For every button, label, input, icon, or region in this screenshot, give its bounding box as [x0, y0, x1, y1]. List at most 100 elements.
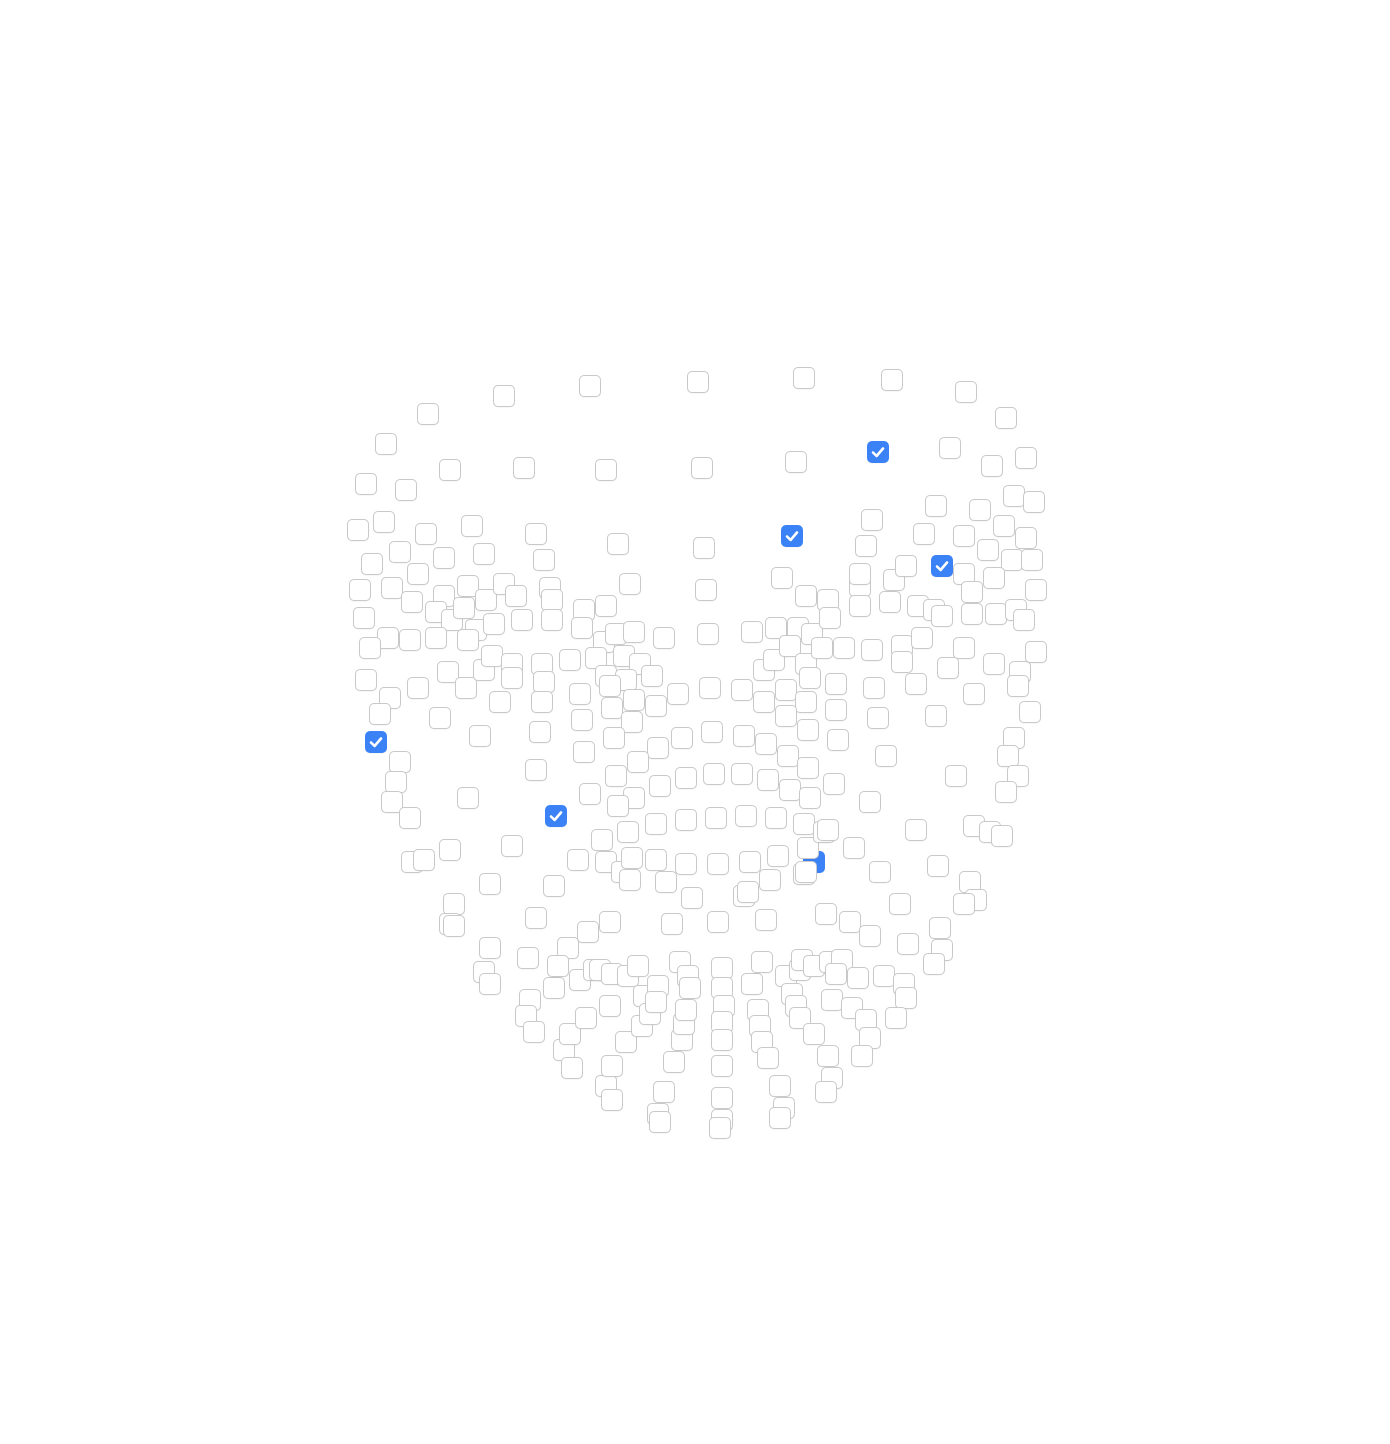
checkbox[interactable] — [453, 597, 475, 619]
checkbox[interactable] — [399, 807, 421, 829]
checkbox[interactable] — [767, 845, 789, 867]
checkbox[interactable] — [701, 721, 723, 743]
checkbox[interactable] — [703, 763, 725, 785]
checkbox[interactable] — [361, 553, 383, 575]
checkbox[interactable] — [775, 705, 797, 727]
checkbox[interactable] — [389, 541, 411, 563]
checkbox[interactable] — [827, 729, 849, 751]
checkbox[interactable] — [693, 537, 715, 559]
checkbox-checked[interactable] — [931, 555, 953, 577]
checkbox[interactable] — [599, 675, 621, 697]
checkbox[interactable] — [525, 523, 547, 545]
checkbox[interactable] — [993, 515, 1015, 537]
checkbox[interactable] — [983, 567, 1005, 589]
checkbox[interactable] — [797, 719, 819, 741]
checkbox[interactable] — [355, 473, 377, 495]
checkbox[interactable] — [731, 763, 753, 785]
checkbox[interactable] — [707, 911, 729, 933]
checkbox[interactable] — [953, 893, 975, 915]
checkbox[interactable] — [847, 967, 869, 989]
checkbox[interactable] — [985, 603, 1007, 625]
checkbox[interactable] — [753, 691, 775, 713]
checkbox[interactable] — [483, 613, 505, 635]
checkbox[interactable] — [407, 677, 429, 699]
checkbox[interactable] — [775, 679, 797, 701]
checkbox[interactable] — [895, 555, 917, 577]
checkbox[interactable] — [815, 1081, 837, 1103]
checkbox[interactable] — [737, 881, 759, 903]
checkbox[interactable] — [679, 977, 701, 999]
checkbox[interactable] — [741, 621, 763, 643]
checkbox[interactable] — [621, 711, 643, 733]
checkbox[interactable] — [1025, 641, 1047, 663]
checkbox[interactable] — [937, 657, 959, 679]
checkbox[interactable] — [825, 699, 847, 721]
checkbox[interactable] — [433, 547, 455, 569]
checkbox[interactable] — [867, 707, 889, 729]
checkbox[interactable] — [599, 995, 621, 1017]
checkbox[interactable] — [995, 407, 1017, 429]
checkbox[interactable] — [595, 459, 617, 481]
checkbox[interactable] — [875, 745, 897, 767]
checkbox[interactable] — [605, 765, 627, 787]
checkbox[interactable] — [833, 637, 855, 659]
checkbox[interactable] — [873, 965, 895, 987]
checkbox[interactable] — [885, 1007, 907, 1029]
checkbox[interactable] — [523, 1021, 545, 1043]
checkbox[interactable] — [407, 563, 429, 585]
checkbox[interactable] — [675, 809, 697, 831]
checkbox[interactable] — [765, 617, 787, 639]
checkbox[interactable] — [1001, 549, 1023, 571]
checkbox[interactable] — [603, 727, 625, 749]
checkbox[interactable] — [817, 1045, 839, 1067]
checkbox[interactable] — [493, 385, 515, 407]
checkbox[interactable] — [541, 589, 563, 611]
checkbox[interactable] — [627, 751, 649, 773]
checkbox[interactable] — [655, 871, 677, 893]
checkbox[interactable] — [1021, 549, 1043, 571]
checkbox[interactable] — [983, 653, 1005, 675]
checkbox[interactable] — [517, 947, 539, 969]
checkbox[interactable] — [923, 953, 945, 975]
checkbox[interactable] — [413, 849, 435, 871]
checkbox[interactable] — [765, 807, 787, 829]
checkbox[interactable] — [573, 741, 595, 763]
checkbox[interactable] — [619, 869, 641, 891]
checkbox[interactable] — [627, 955, 649, 977]
checkbox[interactable] — [649, 1111, 671, 1133]
checkbox[interactable] — [399, 629, 421, 651]
checkbox[interactable] — [543, 977, 565, 999]
checkbox[interactable] — [473, 543, 495, 565]
checkbox[interactable] — [963, 683, 985, 705]
checkbox[interactable] — [795, 585, 817, 607]
checkbox[interactable] — [751, 951, 773, 973]
checkbox[interactable] — [797, 757, 819, 779]
checkbox[interactable] — [1003, 485, 1025, 507]
checkbox[interactable] — [757, 1047, 779, 1069]
checkbox[interactable] — [869, 861, 891, 883]
checkbox[interactable] — [353, 607, 375, 629]
checkbox[interactable] — [645, 991, 667, 1013]
checkbox[interactable] — [533, 549, 555, 571]
checkbox[interactable] — [705, 807, 727, 829]
checkbox[interactable] — [479, 973, 501, 995]
checkbox[interactable] — [469, 725, 491, 747]
checkbox[interactable] — [905, 819, 927, 841]
checkbox[interactable] — [859, 925, 881, 947]
checkbox[interactable] — [711, 1055, 733, 1077]
checkbox[interactable] — [711, 1087, 733, 1109]
checkbox[interactable] — [417, 403, 439, 425]
checkbox[interactable] — [569, 683, 591, 705]
checkbox[interactable] — [997, 745, 1019, 767]
checkbox[interactable] — [641, 665, 663, 687]
checkbox[interactable] — [623, 689, 645, 711]
checkbox[interactable] — [771, 567, 793, 589]
checkbox[interactable] — [1023, 491, 1045, 513]
checkbox[interactable] — [525, 759, 547, 781]
checkbox[interactable] — [439, 459, 461, 481]
checkbox-checked[interactable] — [545, 805, 567, 827]
checkbox[interactable] — [675, 767, 697, 789]
checkbox[interactable] — [797, 837, 819, 859]
checkbox[interactable] — [911, 627, 933, 649]
checkbox[interactable] — [443, 915, 465, 937]
